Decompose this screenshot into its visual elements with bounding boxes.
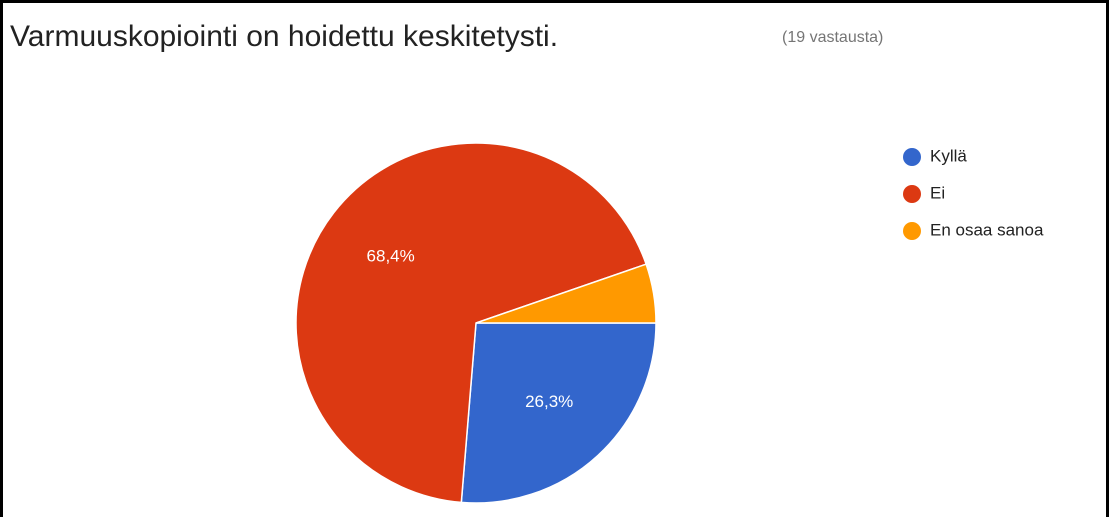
legend-label: En osaa sanoa bbox=[930, 220, 1044, 239]
pie-slice bbox=[295, 142, 648, 504]
pie-slice bbox=[460, 322, 657, 504]
slice-label: 68,4% bbox=[367, 246, 415, 265]
legend-label: Ei bbox=[930, 183, 945, 202]
chart-title: Varmuuskopiointi on hoidettu keskitetyst… bbox=[10, 20, 558, 53]
legend-swatch bbox=[903, 222, 921, 240]
legend-swatch bbox=[903, 148, 921, 166]
legend-label: Kyllä bbox=[930, 146, 967, 165]
slice-label: 26,3% bbox=[525, 392, 573, 411]
chart-subtitle: (19 vastausta) bbox=[782, 29, 883, 46]
legend-swatch bbox=[903, 185, 921, 203]
pie-slice bbox=[475, 263, 657, 324]
